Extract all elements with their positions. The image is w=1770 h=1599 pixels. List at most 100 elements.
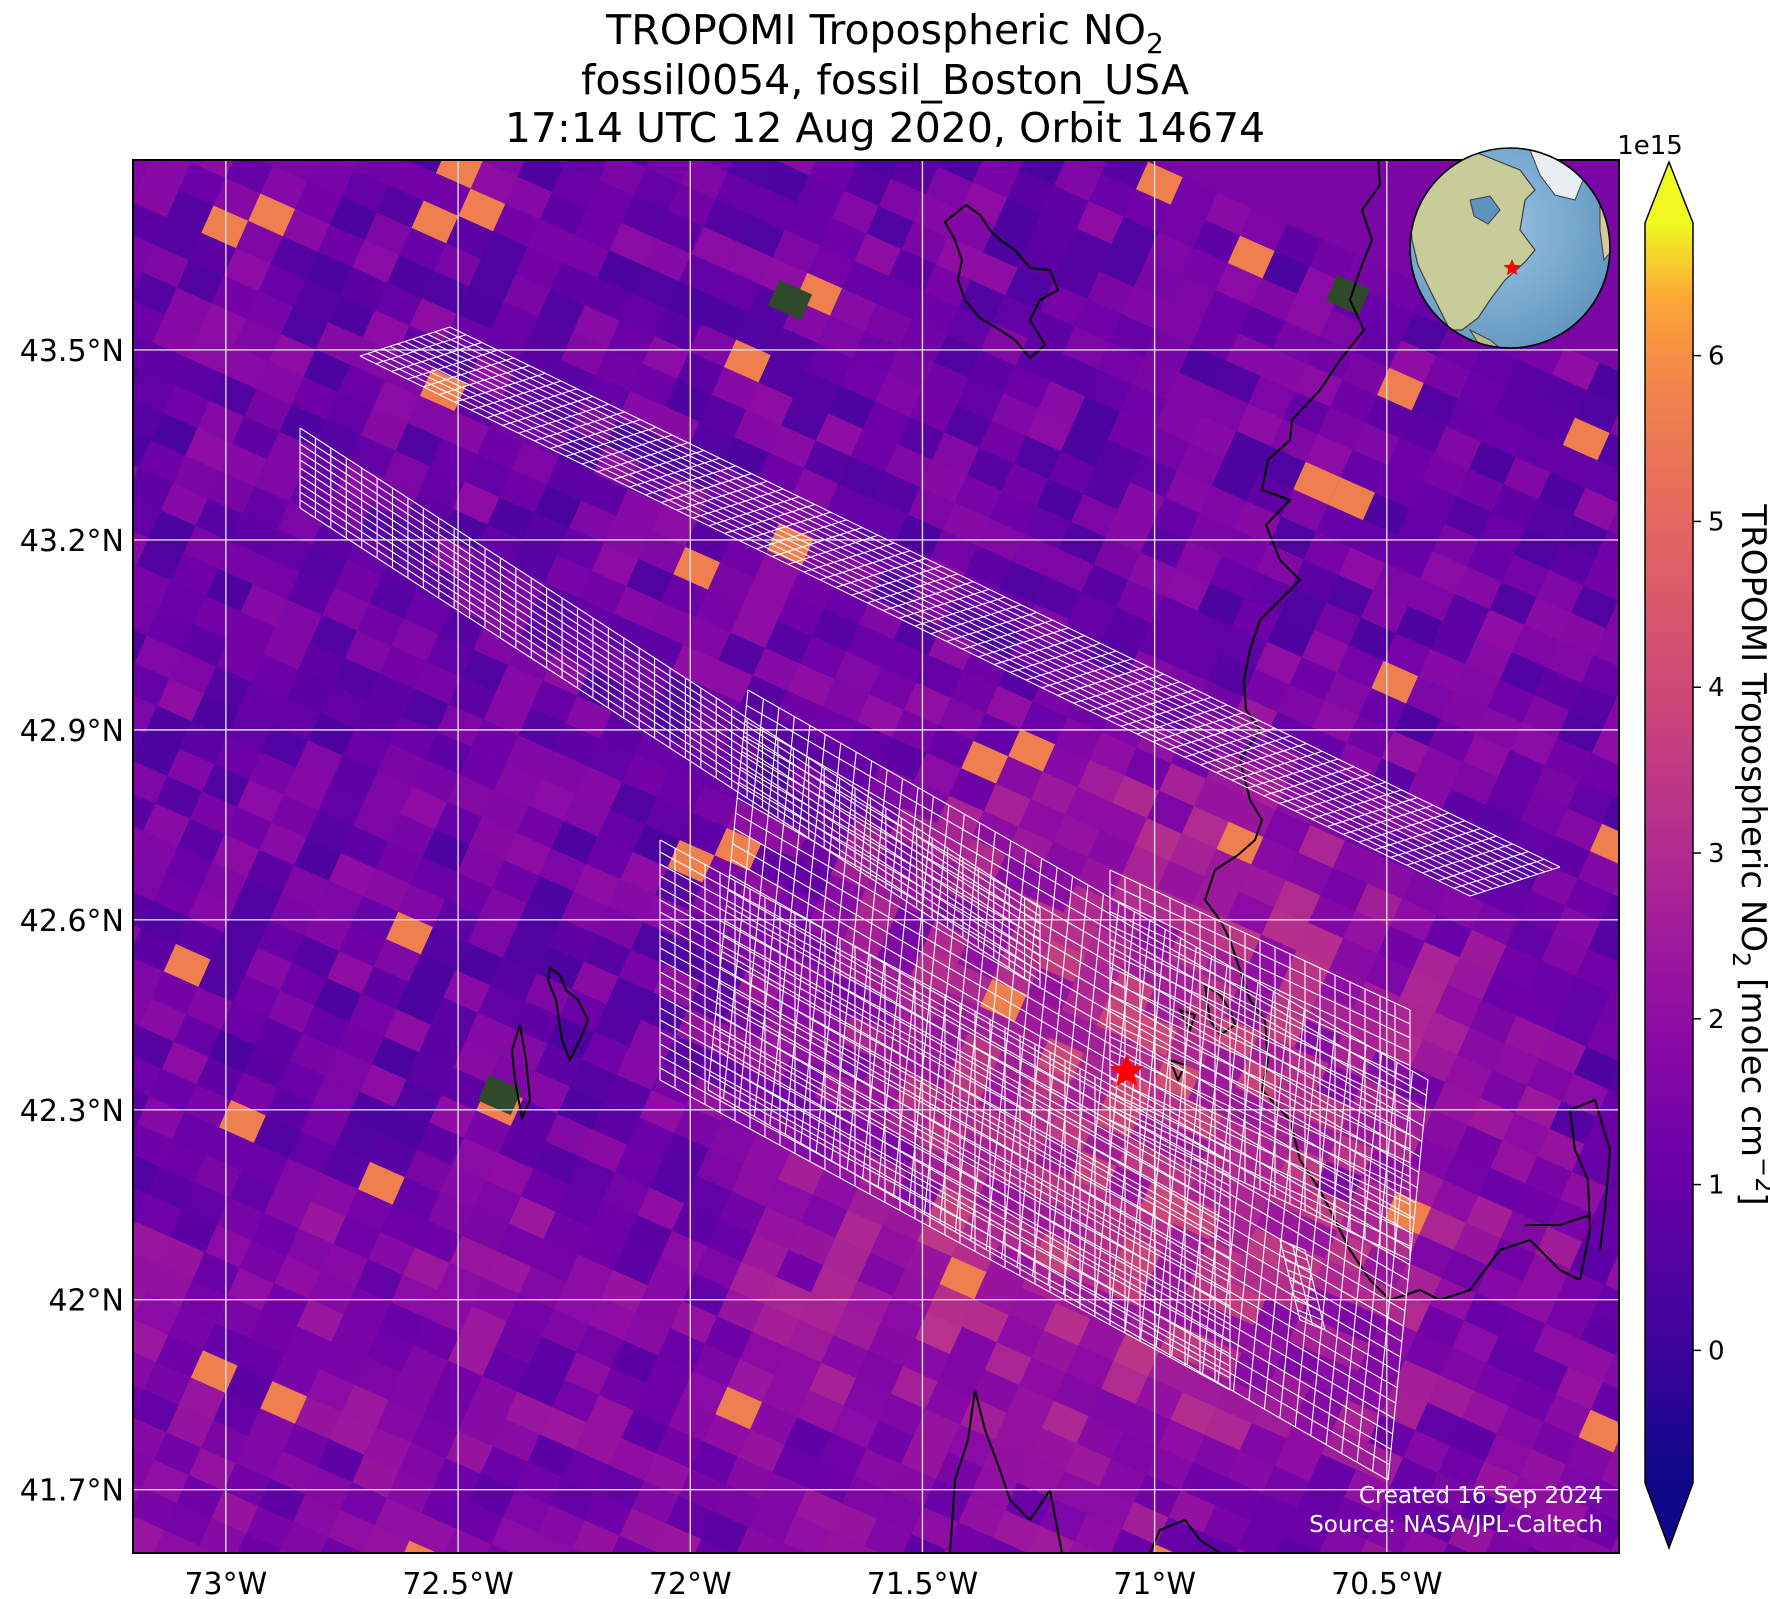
retrieval-pixel (1562, 417, 1610, 461)
retrieval-pixel (1381, 731, 1429, 774)
retrieval-pixel (1454, 566, 1502, 610)
retrieval-pixel (496, 1223, 544, 1267)
retrieval-pixel (562, 1449, 610, 1493)
retrieval-pixel (482, 160, 525, 177)
retrieval-pixel (911, 291, 959, 335)
retrieval-pixel (1330, 938, 1378, 982)
retrieval-pixel (1220, 626, 1268, 670)
colorbar-label-unit: [molec cm (1733, 967, 1770, 1157)
retrieval-pixel (831, 190, 879, 234)
retrieval-pixel (856, 160, 900, 179)
retrieval-pixel (1378, 1485, 1426, 1528)
retrieval-pixel (1508, 820, 1556, 864)
retrieval-pixel (1600, 894, 1619, 930)
retrieval-pixel (384, 1009, 432, 1053)
retrieval-pixel (958, 279, 1006, 323)
retrieval-pixel (406, 1052, 454, 1096)
retrieval-pixel (521, 1168, 568, 1212)
retrieval-pixel (1526, 499, 1574, 543)
retrieval-pixel (835, 1210, 883, 1254)
retrieval-pixel (176, 260, 224, 304)
swath-line (1152, 712, 1244, 743)
retrieval-pixel (181, 623, 229, 667)
retrieval-pixel (198, 959, 246, 1003)
retrieval-pixel (313, 419, 361, 463)
retrieval-pixel (1416, 746, 1464, 790)
retrieval-pixel (750, 187, 798, 230)
retrieval-pixel (703, 1414, 750, 1457)
retrieval-pixel (515, 1461, 563, 1505)
retrieval-pixel (823, 1237, 871, 1281)
retrieval-pixel (1533, 1324, 1581, 1367)
retrieval-pixel (402, 688, 449, 732)
coastline-narragansett (949, 1389, 1063, 1553)
retrieval-pixel (576, 1324, 624, 1368)
retrieval-pixel (866, 1421, 914, 1464)
retrieval-pixel (530, 680, 578, 724)
swath-strip (359, 326, 1561, 897)
retrieval-pixel (1246, 473, 1294, 517)
retrieval-pixel (706, 1218, 754, 1262)
overpass-swath-grid (299, 326, 1561, 1481)
swath-line (692, 488, 784, 519)
retrieval-pixel (1605, 601, 1619, 635)
retrieval-pixel (1140, 525, 1188, 568)
retrieval-pixel (418, 1024, 466, 1068)
retrieval-pixel (302, 1005, 350, 1049)
retrieval-pixel (382, 1107, 430, 1150)
retrieval-pixel (133, 727, 145, 760)
retrieval-pixel (631, 1480, 679, 1524)
retrieval-pixel (608, 879, 656, 923)
retrieval-pixel (84, 843, 131, 886)
retrieval-pixel (403, 591, 451, 635)
swath-line (1284, 1259, 1311, 1271)
swath-line (738, 707, 780, 1108)
retrieval-pixel (1514, 1085, 1562, 1129)
retrieval-pixel (965, 545, 1012, 589)
retrieval-pixel (793, 370, 841, 414)
retrieval-pixel (469, 817, 517, 861)
retrieval-pixel (1192, 876, 1239, 920)
retrieval-pixel (574, 1422, 622, 1466)
retrieval-pixel (1177, 442, 1224, 486)
swath-line (1217, 982, 1259, 1383)
retrieval-pixel (133, 596, 159, 636)
retrieval-pixel (670, 1300, 718, 1344)
retrieval-pixel (892, 1268, 940, 1312)
retrieval-pixel (972, 160, 1020, 198)
retrieval-pixel (1319, 1524, 1367, 1553)
retrieval-pixel (363, 868, 411, 912)
retrieval-pixel (1225, 333, 1273, 377)
retrieval-pixel (460, 1305, 507, 1349)
retrieval-pixel (830, 288, 877, 332)
swath-line (708, 496, 800, 527)
retrieval-pixel (1051, 912, 1099, 956)
swath-line (914, 596, 1006, 627)
swath-line (1311, 789, 1402, 820)
retrieval-pixel (251, 654, 298, 698)
retrieval-pixel (1482, 972, 1529, 1016)
retrieval-pixel (308, 712, 356, 756)
retrieval-pixel (133, 1253, 158, 1292)
retrieval-pixel (1076, 1416, 1124, 1459)
retrieval-pixel (1279, 586, 1327, 630)
retrieval-pixel (587, 738, 635, 782)
retrieval-pixel (1147, 1349, 1195, 1393)
retrieval-pixel (1348, 617, 1396, 661)
retrieval-pixel (1408, 1137, 1456, 1180)
retrieval-pixel (1550, 445, 1598, 488)
retrieval-pixel (842, 1475, 889, 1519)
retrieval-pixel (505, 176, 553, 220)
retrieval-pixel (1604, 698, 1619, 733)
retrieval-pixel (1445, 1054, 1493, 1098)
retrieval-pixel (1101, 160, 1149, 190)
retrieval-pixel (1574, 390, 1619, 433)
retrieval-pixel (764, 1277, 811, 1320)
retrieval-pixel (276, 1158, 324, 1202)
retrieval-pixel (949, 768, 996, 812)
retrieval-pixel (581, 473, 629, 516)
retrieval-pixel (809, 1362, 857, 1406)
retrieval-pixel (391, 618, 439, 662)
retrieval-pixel (1611, 1533, 1619, 1553)
swath-line (613, 449, 704, 480)
